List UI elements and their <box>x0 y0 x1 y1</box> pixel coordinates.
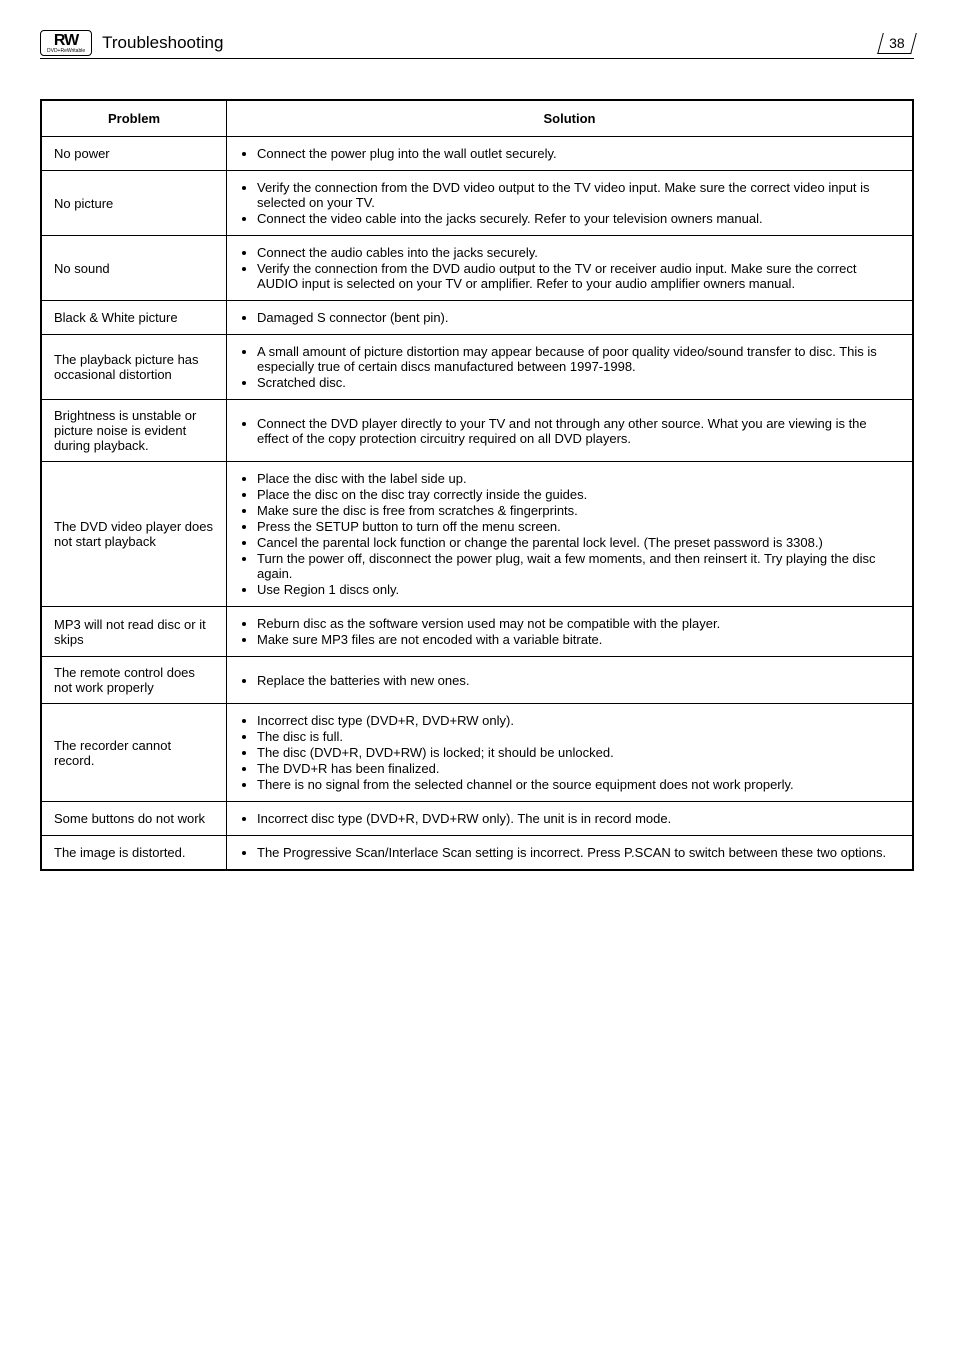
solution-item: Connect the audio cables into the jacks … <box>257 245 900 260</box>
solution-item: Verify the connection from the DVD video… <box>257 180 900 210</box>
solution-list: Replace the batteries with new ones. <box>239 673 900 688</box>
solution-item: Make sure the disc is free from scratche… <box>257 503 900 518</box>
troubleshooting-table: Problem Solution No power Connect the pow… <box>40 99 914 871</box>
solution-item: Press the SETUP button to turn off the m… <box>257 519 900 534</box>
solution-item: Place the disc on the disc tray correctl… <box>257 487 900 502</box>
table-row: No picture Verify the connection from the… <box>41 171 913 236</box>
solution-cell: Damaged S connector (bent pin). <box>227 301 914 335</box>
problem-cell: Black & White picture <box>41 301 227 335</box>
problem-cell: Brightness is unstable or picture noise … <box>41 400 227 462</box>
table-row: Some buttons do not work Incorrect disc t… <box>41 802 913 836</box>
solution-cell: The Progressive Scan/Interlace Scan sett… <box>227 836 914 871</box>
solution-cell: Connect the DVD player directly to your … <box>227 400 914 462</box>
solution-cell: A small amount of picture distortion may… <box>227 335 914 400</box>
solution-list: Place the disc with the label side up.Pl… <box>239 471 900 597</box>
solution-item: The DVD+R has been finalized. <box>257 761 900 776</box>
problem-cell: MP3 will not read disc or it skips <box>41 607 227 657</box>
solution-item: Connect the DVD player directly to your … <box>257 416 900 446</box>
badge-sub: DVD+ReWritable <box>47 49 85 54</box>
page-header: RW DVD+ReWritable Troubleshooting 38 <box>40 30 914 59</box>
solution-item: Turn the power off, disconnect the power… <box>257 551 900 581</box>
table-row: No sound Connect the audio cables into th… <box>41 236 913 301</box>
table-row: The DVD video player does not start play… <box>41 462 913 607</box>
solution-list: Connect the audio cables into the jacks … <box>239 245 900 291</box>
solution-item: Damaged S connector (bent pin). <box>257 310 900 325</box>
solution-item: The disc is full. <box>257 729 900 744</box>
table-row: Black & White picture Damaged S connector… <box>41 301 913 335</box>
table-row: No power Connect the power plug into the … <box>41 137 913 171</box>
solution-cell: Incorrect disc type (DVD+R, DVD+RW only)… <box>227 704 914 802</box>
problem-cell: Some buttons do not work <box>41 802 227 836</box>
solution-item: Cancel the parental lock function or cha… <box>257 535 900 550</box>
solution-cell: Incorrect disc type (DVD+R, DVD+RW only)… <box>227 802 914 836</box>
solution-cell: Reburn disc as the software version used… <box>227 607 914 657</box>
table-body: No power Connect the power plug into the … <box>41 137 913 871</box>
problem-cell: The remote control does not work properl… <box>41 657 227 704</box>
solution-cell: Connect the power plug into the wall out… <box>227 137 914 171</box>
table-row: The image is distorted. The Progressive S… <box>41 836 913 871</box>
solution-item: Incorrect disc type (DVD+R, DVD+RW only)… <box>257 713 900 728</box>
col-header-problem: Problem <box>41 100 227 137</box>
solution-item: Scratched disc. <box>257 375 900 390</box>
solution-item: There is no signal from the selected cha… <box>257 777 900 792</box>
solution-item: Use Region 1 discs only. <box>257 582 900 597</box>
page-title: Troubleshooting <box>102 33 880 53</box>
solution-list: Incorrect disc type (DVD+R, DVD+RW only)… <box>239 811 900 826</box>
solution-item: Verify the connection from the DVD audio… <box>257 261 900 291</box>
table-row: Brightness is unstable or picture noise … <box>41 400 913 462</box>
solution-item: A small amount of picture distortion may… <box>257 344 900 374</box>
problem-cell: No sound <box>41 236 227 301</box>
solution-cell: Verify the connection from the DVD video… <box>227 171 914 236</box>
table-row: MP3 will not read disc or it skips Reburn… <box>41 607 913 657</box>
solution-list: Connect the DVD player directly to your … <box>239 416 900 446</box>
solution-cell: Replace the batteries with new ones. <box>227 657 914 704</box>
problem-cell: No picture <box>41 171 227 236</box>
solution-item: Connect the video cable into the jacks s… <box>257 211 900 226</box>
solution-list: Damaged S connector (bent pin). <box>239 310 900 325</box>
rw-badge: RW DVD+ReWritable <box>40 30 92 56</box>
solution-item: The disc (DVD+R, DVD+RW) is locked; it s… <box>257 745 900 760</box>
badge-top: RW <box>47 33 85 49</box>
solution-item: Make sure MP3 files are not encoded with… <box>257 632 900 647</box>
problem-cell: The recorder cannot record. <box>41 704 227 802</box>
solution-item: Incorrect disc type (DVD+R, DVD+RW only)… <box>257 811 900 826</box>
problem-cell: The image is distorted. <box>41 836 227 871</box>
table-row: The recorder cannot record. Incorrect dis… <box>41 704 913 802</box>
solution-item: Replace the batteries with new ones. <box>257 673 900 688</box>
solution-item: Reburn disc as the software version used… <box>257 616 900 631</box>
solution-item: Place the disc with the label side up. <box>257 471 900 486</box>
page-number: 38 <box>878 33 917 54</box>
solution-list: A small amount of picture distortion may… <box>239 344 900 390</box>
table-row: The remote control does not work properl… <box>41 657 913 704</box>
solution-item: Connect the power plug into the wall out… <box>257 146 900 161</box>
table-row: The playback picture has occasional dist… <box>41 335 913 400</box>
col-header-solution: Solution <box>227 100 914 137</box>
solution-item: The Progressive Scan/Interlace Scan sett… <box>257 845 900 860</box>
solution-list: Verify the connection from the DVD video… <box>239 180 900 226</box>
solution-cell: Connect the audio cables into the jacks … <box>227 236 914 301</box>
solution-list: Connect the power plug into the wall out… <box>239 146 900 161</box>
solution-cell: Place the disc with the label side up.Pl… <box>227 462 914 607</box>
solution-list: The Progressive Scan/Interlace Scan sett… <box>239 845 900 860</box>
solution-list: Incorrect disc type (DVD+R, DVD+RW only)… <box>239 713 900 792</box>
problem-cell: The playback picture has occasional dist… <box>41 335 227 400</box>
problem-cell: No power <box>41 137 227 171</box>
problem-cell: The DVD video player does not start play… <box>41 462 227 607</box>
solution-list: Reburn disc as the software version used… <box>239 616 900 647</box>
